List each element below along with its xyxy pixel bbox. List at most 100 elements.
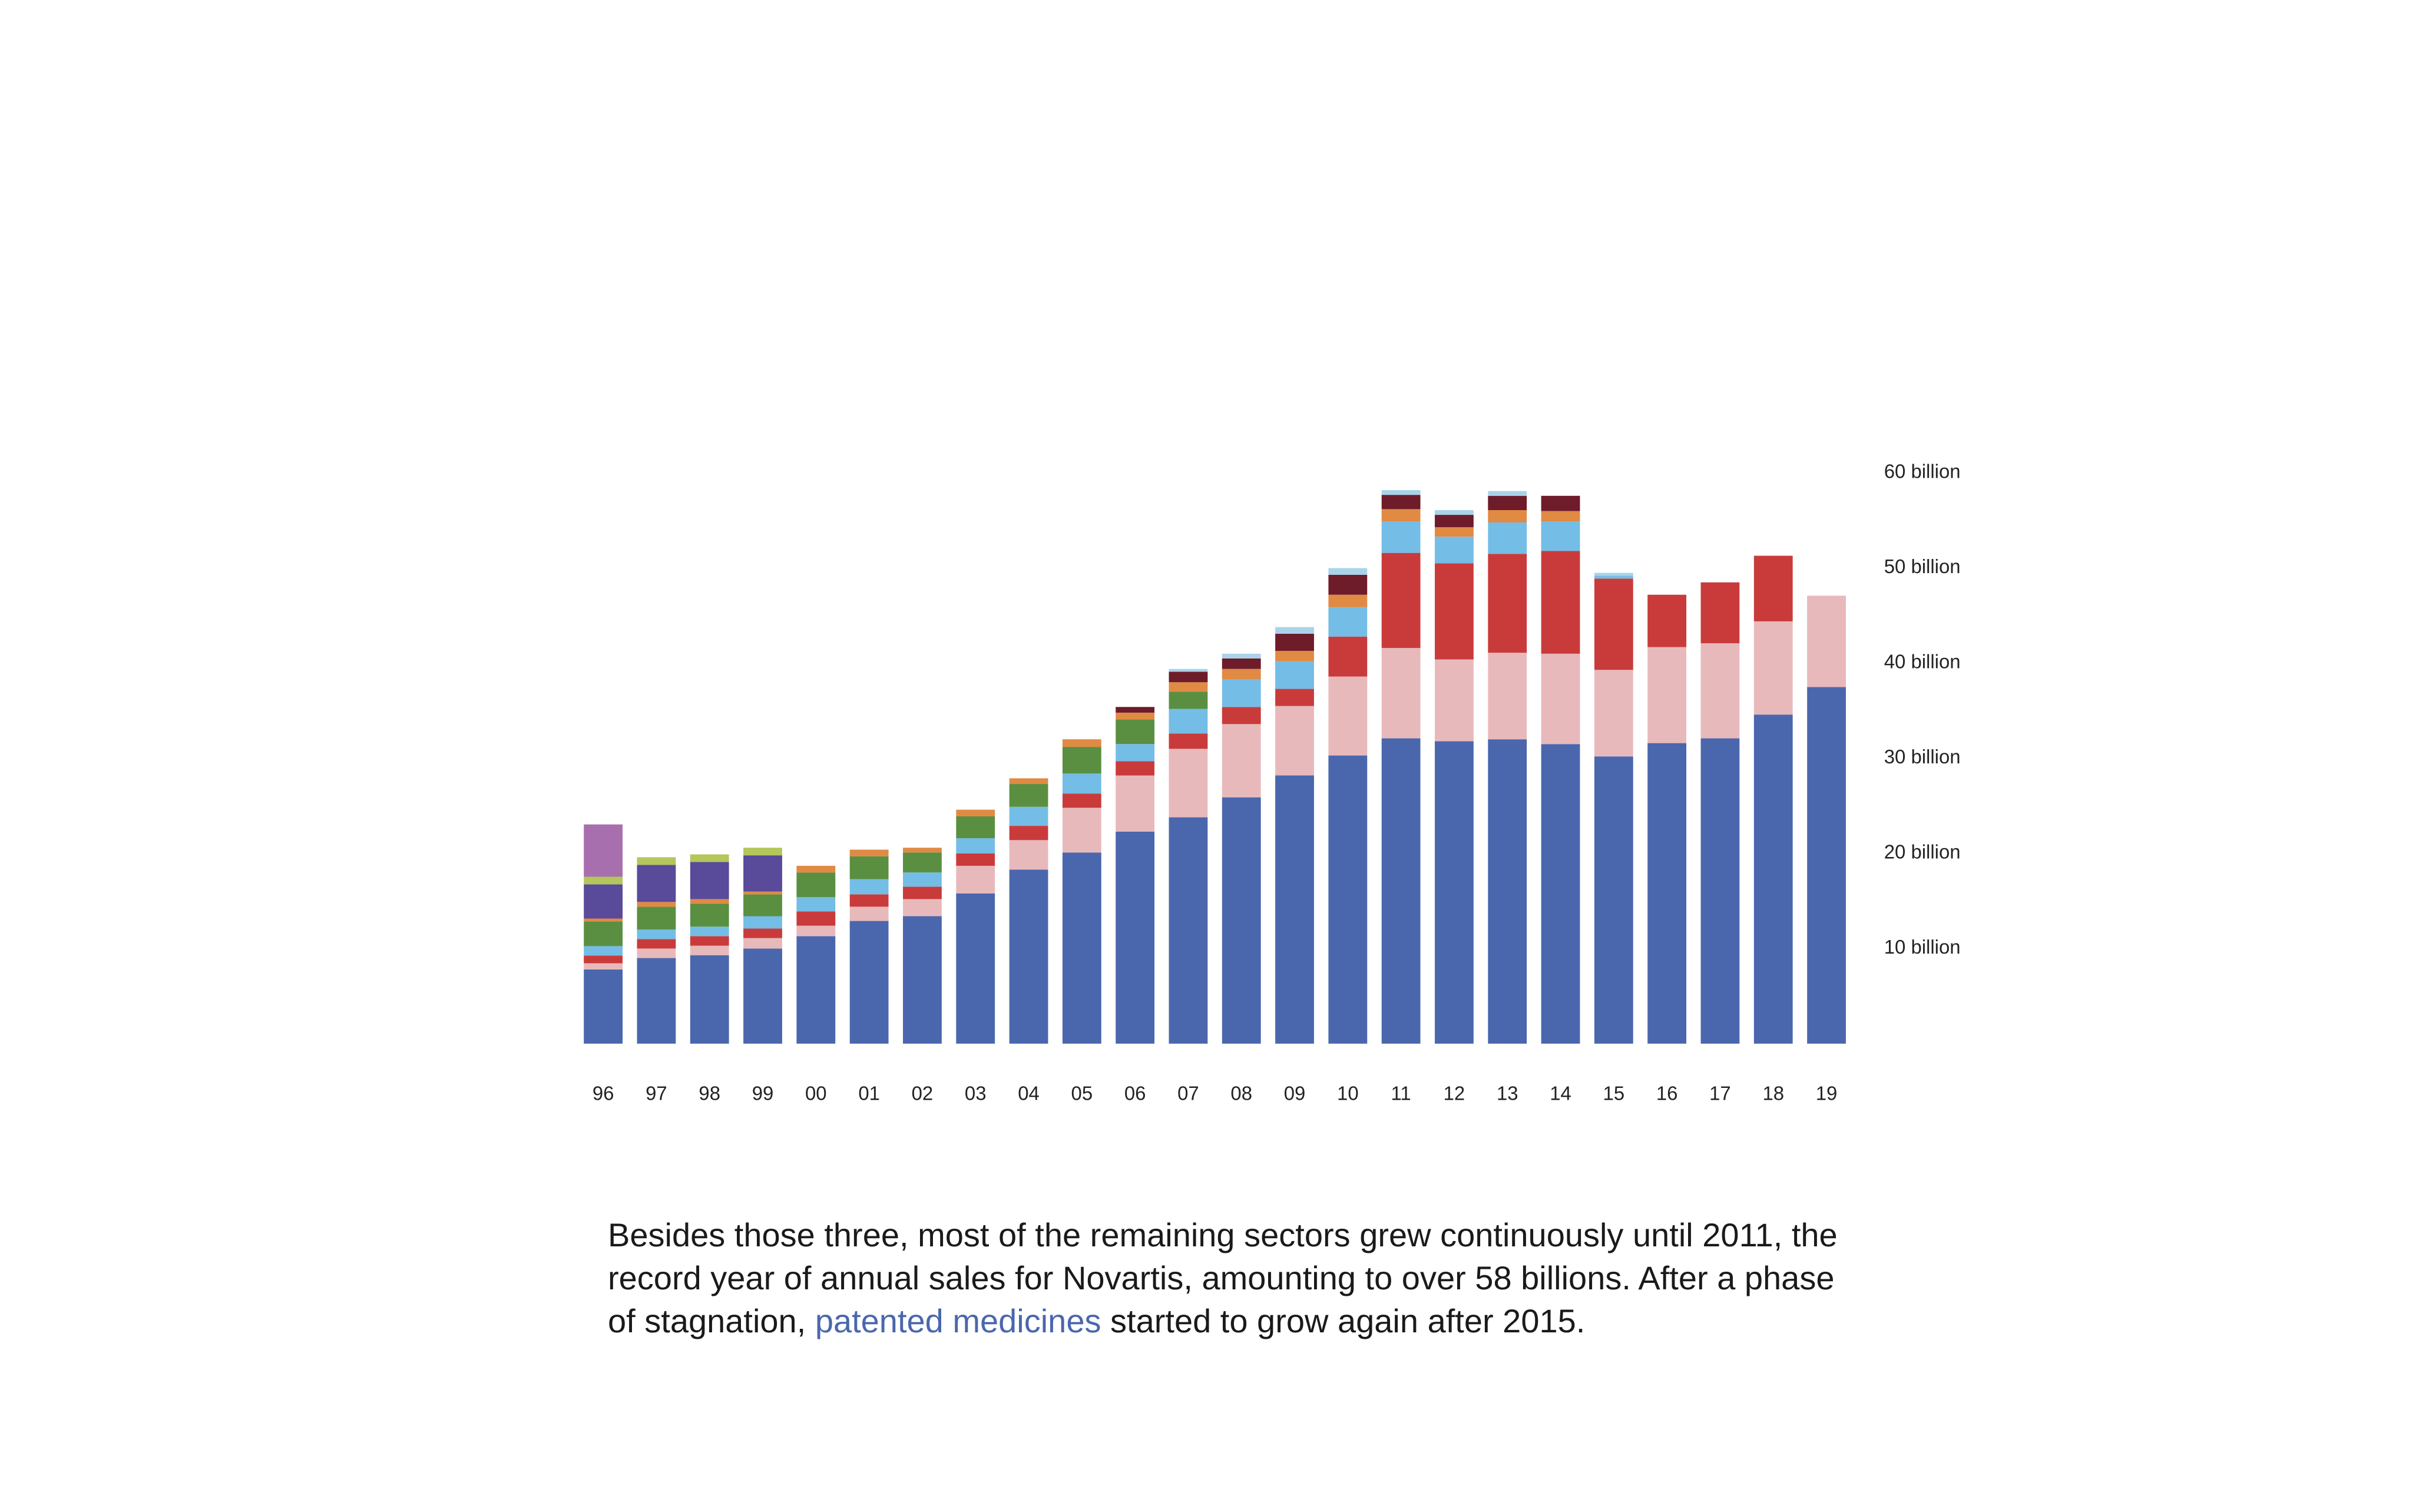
- bar-segment: [1009, 778, 1048, 785]
- bar-segment: [849, 894, 889, 907]
- bar-segment: [1753, 555, 1793, 621]
- bar-segment: [1062, 793, 1101, 808]
- bar-segment: [1594, 756, 1633, 1044]
- bar-segment: [796, 911, 836, 926]
- bar-segment: [1169, 817, 1208, 1044]
- bar-segment: [637, 906, 676, 930]
- bar-segment: [796, 865, 836, 873]
- bar-segment: [1116, 712, 1155, 720]
- bar-segment: [1169, 733, 1208, 749]
- x-tick-label: 97: [646, 1082, 667, 1104]
- bar-segment: [743, 948, 782, 1044]
- bar-segment: [1594, 578, 1633, 670]
- bar-segment: [1222, 724, 1261, 798]
- bar-segment: [1169, 749, 1208, 818]
- bar-segment: [1169, 709, 1208, 734]
- bar-segment: [1328, 574, 1368, 595]
- bar-segment: [903, 886, 942, 899]
- bar-segment: [1062, 773, 1101, 794]
- bar-segment: [1328, 607, 1368, 637]
- x-tick-label: 18: [1762, 1082, 1784, 1104]
- y-tick-label: 10 billion: [1884, 936, 1961, 958]
- bar-segment: [1594, 575, 1633, 579]
- bar-segment: [1169, 669, 1208, 672]
- x-tick-label: 09: [1284, 1082, 1306, 1104]
- x-tick-label: 11: [1391, 1082, 1411, 1104]
- bar-segment: [1062, 852, 1101, 1044]
- bar-segment: [1009, 869, 1048, 1044]
- bar-segment: [1488, 522, 1527, 554]
- bar-segment: [1753, 621, 1793, 715]
- bar-segment: [690, 904, 729, 927]
- bar-segment: [1009, 806, 1048, 826]
- bar-segment: [903, 916, 942, 1044]
- x-tick-label: 14: [1550, 1082, 1571, 1104]
- bar-segment: [1328, 594, 1368, 607]
- bar-segment: [690, 862, 729, 899]
- bar-segment: [637, 929, 676, 939]
- bar-segment: [1381, 552, 1421, 649]
- bar-segment: [903, 852, 942, 873]
- bar-segment: [1009, 840, 1048, 870]
- bar-segment: [1062, 747, 1101, 774]
- y-tick-label: 20 billion: [1884, 841, 1961, 863]
- bar-segment: [1381, 648, 1421, 739]
- bar-segment: [1328, 676, 1368, 756]
- bar-segment: [1488, 510, 1527, 522]
- bar-segment: [849, 879, 889, 895]
- bar-segment: [1328, 755, 1368, 1044]
- bar-segment: [956, 865, 995, 894]
- bar-segment: [743, 891, 782, 895]
- x-tick-label: 17: [1709, 1082, 1731, 1104]
- bar-segment: [1009, 784, 1048, 807]
- bar-segment: [1009, 826, 1048, 841]
- bar-segment: [1541, 551, 1580, 654]
- bar-segment: [956, 816, 995, 839]
- bar-segment: [1169, 682, 1208, 692]
- bar-segment: [1275, 627, 1314, 634]
- bar-segment: [1222, 658, 1261, 669]
- bar-segment: [1700, 643, 1740, 739]
- bar-segment: [1541, 521, 1580, 551]
- bar-segment: [956, 838, 995, 853]
- x-tick-label: 01: [858, 1082, 880, 1104]
- bar-segment: [1647, 594, 1687, 647]
- bar-segment: [796, 897, 836, 912]
- bar-segment: [1116, 761, 1155, 776]
- bar-segment: [637, 857, 676, 865]
- x-tick-label: 16: [1656, 1082, 1678, 1104]
- bar-segment: [1541, 653, 1580, 745]
- bar-segment: [690, 899, 729, 904]
- bar-segment: [637, 939, 676, 949]
- caption: Besides those three, most of the remaini…: [608, 1213, 1839, 1342]
- bar-segment: [1807, 595, 1846, 687]
- bar-segment: [1435, 659, 1474, 742]
- bar-segment: [1435, 510, 1474, 515]
- bar-segment: [1435, 515, 1474, 528]
- bar-segment: [1435, 537, 1474, 564]
- bar-segment: [1062, 808, 1101, 853]
- bar-segment: [1488, 739, 1527, 1044]
- bar-segment: [1541, 495, 1580, 511]
- bar-segment: [1275, 706, 1314, 776]
- bar-segment: [1594, 670, 1633, 757]
- bar-segment: [743, 928, 782, 938]
- bar-segment: [584, 969, 623, 1044]
- bar-segment: [584, 918, 623, 922]
- bar-segment: [1169, 692, 1208, 709]
- x-tick-label: 15: [1603, 1082, 1625, 1104]
- y-tick-label: 30 billion: [1884, 746, 1961, 767]
- bar-segment: [956, 893, 995, 1044]
- bar-segment: [1488, 495, 1527, 511]
- bar-segment: [1647, 743, 1687, 1044]
- bar-segment: [1647, 647, 1687, 743]
- bar-segment: [1700, 582, 1740, 644]
- bar-segment: [1700, 738, 1740, 1044]
- bar-segment: [796, 872, 836, 898]
- x-tick-label: 19: [1816, 1082, 1838, 1104]
- bar-segment: [1328, 568, 1368, 575]
- bar-segment: [1488, 491, 1527, 496]
- bar-segment: [796, 936, 836, 1044]
- bar-segment: [1116, 831, 1155, 1044]
